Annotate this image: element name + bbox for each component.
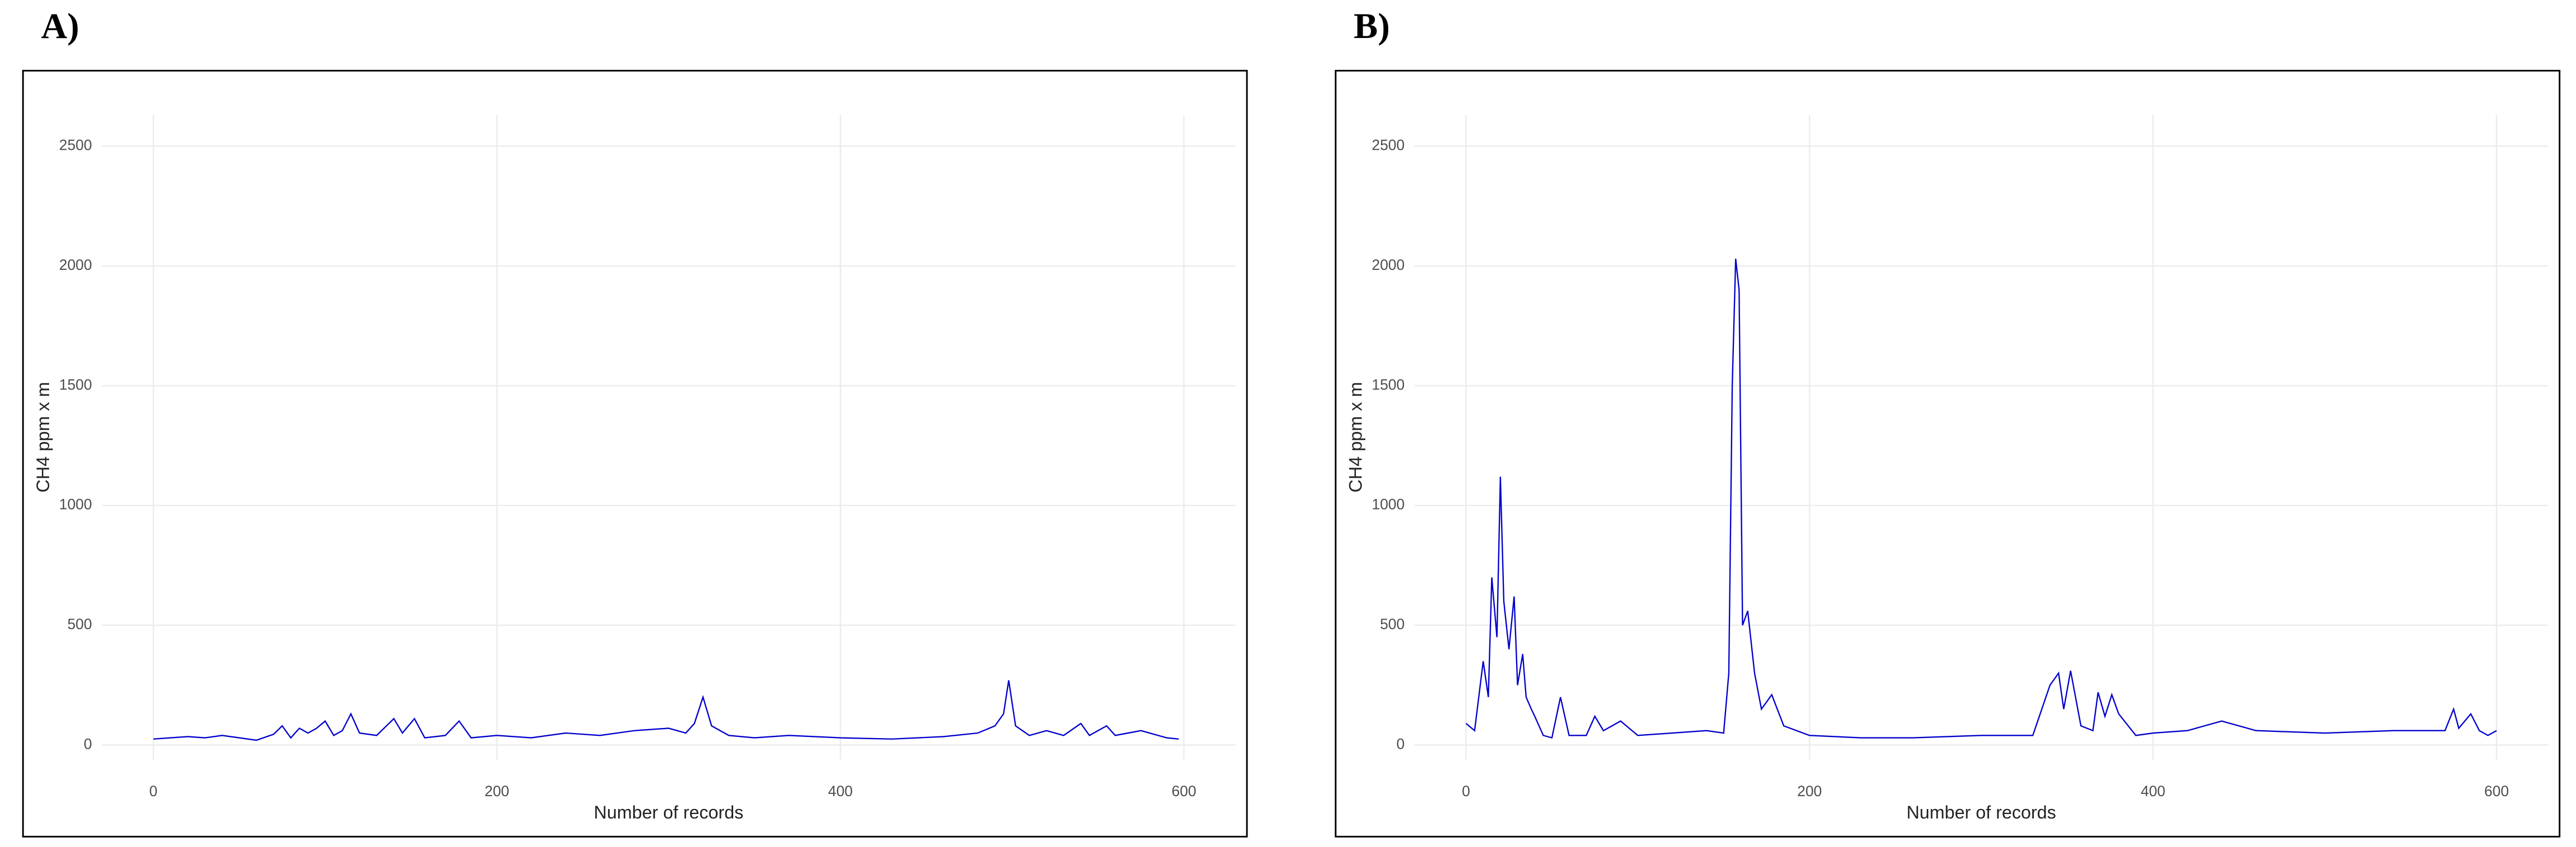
x-tick-label: 400 xyxy=(2140,783,2165,800)
x-tick-label: 400 xyxy=(828,783,853,800)
x-tick-label: 600 xyxy=(2484,783,2509,800)
data-line xyxy=(1465,259,2497,739)
y-tick-label: 2500 xyxy=(59,137,92,154)
y-tick-label: 1500 xyxy=(59,376,92,393)
y-tick-label: 0 xyxy=(1397,735,1405,752)
x-tick-label: 0 xyxy=(1462,783,1470,800)
x-tick-label: 200 xyxy=(1797,783,1822,800)
y-tick-label: 2500 xyxy=(1371,137,1404,154)
y-tick-label: 1000 xyxy=(59,496,92,513)
panel-label: B) xyxy=(1354,6,1390,46)
y-axis-title: CH4 ppm x m xyxy=(33,382,53,493)
panel-label: A) xyxy=(41,6,79,46)
panel-border xyxy=(22,70,1248,838)
y-tick-label: 0 xyxy=(84,735,92,752)
panel-border xyxy=(1335,70,2561,838)
x-tick-label: 0 xyxy=(149,783,157,800)
y-axis-title: CH4 ppm x m xyxy=(1346,382,1366,493)
y-tick-label: 2000 xyxy=(59,256,92,273)
x-axis-title: Number of records xyxy=(1906,802,2056,822)
y-tick-label: 500 xyxy=(68,616,92,632)
y-tick-label: 1000 xyxy=(1371,496,1404,513)
x-axis-title: Number of records xyxy=(594,802,743,822)
x-tick-label: 600 xyxy=(1172,783,1196,800)
y-tick-label: 500 xyxy=(1380,616,1404,632)
data-line xyxy=(153,680,1179,741)
y-tick-label: 1500 xyxy=(1371,376,1404,393)
y-tick-label: 2000 xyxy=(1371,256,1404,273)
x-tick-label: 200 xyxy=(485,783,509,800)
